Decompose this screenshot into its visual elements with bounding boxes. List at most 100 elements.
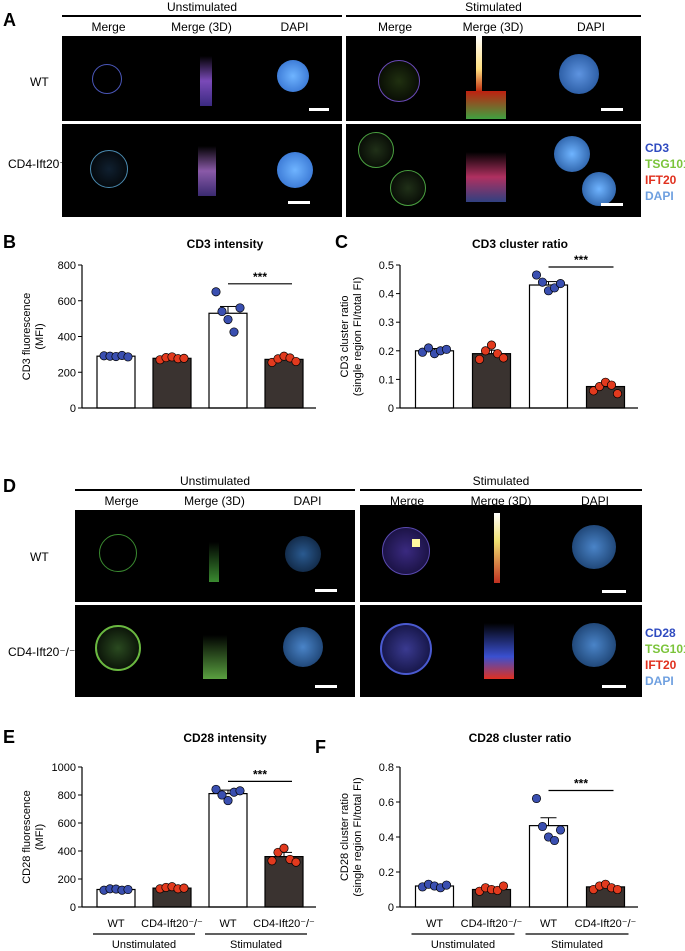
data-point [179,353,189,363]
significance-label: *** [253,270,267,284]
data-point [229,327,239,337]
data-point [267,856,277,866]
data-point [555,279,566,289]
group-label: Unstimulated [431,939,495,951]
panel-d-stim-col-merge: Merge [389,494,424,508]
bar [264,358,304,409]
data-point [486,340,497,350]
panel-d-col-dapi: DAPI [293,494,322,508]
y-axis-label: (MFI) [34,323,46,349]
y-axis-label: CD3 cluster ratio [339,296,351,378]
bar [208,312,248,409]
legend-dapi: DAPI [645,674,674,688]
legend-ift20: IFT20 [645,173,677,187]
data-point [480,346,491,356]
panel-a-letter: A [3,10,16,30]
panel-a-col-dapi: DAPI [280,20,309,34]
panel-d-micrograph-stim-ko [360,605,642,697]
panel-d-micrograph-unstim-ko [75,605,355,697]
panel-d-letter: D [3,476,16,496]
chart-c: 0 0.1 0.2 0.3 0.4 0.5 CD3 cluster ratio (single… [339,255,638,415]
x-tick-label: CD4-Ift20⁻/⁻ [575,918,637,930]
y-tick-label: 200 [58,874,76,886]
y-tick-label: 0.4 [379,289,394,301]
data-point [179,883,189,893]
bar [528,284,569,409]
y-axis-label: (MFI) [34,824,46,850]
panel-a-stim-header: Stimulated [465,0,522,14]
y-tick-label: 200 [58,367,76,379]
data-point [474,354,485,364]
y-tick-label: 0.4 [379,832,394,844]
chart-c-title: CD3 cluster ratio [471,237,569,251]
panel-d-col-merge3d: Merge (3D) [184,494,245,508]
data-point [123,884,133,895]
y-tick-label: 0.5 [379,260,394,272]
x-tick-label: WT [540,918,557,930]
legend-dapi: DAPI [645,189,674,203]
panel-d-legend: CD28 TSG101 IFT20 DAPI [645,625,685,689]
y-tick-label: 0 [388,902,394,914]
data-point [223,314,233,325]
panel-d-unstim-rule [75,489,355,491]
y-tick-label: 1000 [52,762,76,774]
y-tick-label: 0.3 [379,317,394,329]
y-tick-label: 0.2 [379,346,394,358]
data-point [223,796,233,806]
panel-a-legend: CD3 TSG101 IFT20 DAPI [645,140,685,204]
panel-f-letter: F [315,737,326,757]
panel-d-row-wt: WT [30,550,49,564]
panel-a-unstim-header: Unstimulated [166,0,238,14]
y-tick-label: 0.1 [379,374,394,386]
x-tick-label: WT [219,918,236,930]
chart-b-title: CD3 intensity [186,237,264,251]
data-point [291,857,301,867]
panel-a-col-merge3d: Merge (3D) [171,20,232,34]
bar [96,355,136,409]
y-tick-label: 600 [58,818,76,830]
data-point [279,843,289,853]
data-point [423,343,434,353]
data-point [235,303,245,313]
chart-e: 0 200 400 600 800 1000 CD28 fluorescence (MFI) W… [21,762,316,951]
chart-f-title: CD28 cluster ratio [468,731,572,745]
panel-d-stim-col-merge3d: Merge (3D) [470,494,532,508]
legend-cd28: CD28 [645,626,676,640]
y-tick-label: 0 [388,403,394,415]
y-tick-label: 0 [70,403,76,415]
data-point [555,825,566,835]
data-point [291,356,301,367]
panel-a-stim-col-merge: Merge [377,20,412,34]
legend-ift20: IFT20 [645,658,677,672]
data-point [441,880,452,890]
panel-a-micrograph-stim-wt [346,36,641,121]
x-tick-label: CD4-Ift20⁻/⁻ [253,918,315,930]
y-tick-label: 0 [70,902,76,914]
panel-a-stim-col-dapi: DAPI [576,20,605,34]
scale-bar [602,590,626,593]
data-point [612,389,623,399]
data-point [537,821,548,832]
panel-d-row-ko: CD4-Ift20⁻/⁻ [8,645,76,659]
chart-f: 0 0.2 0.4 0.6 0.8 CD28 cluster ratio (single r… [339,762,638,951]
data-point [612,884,623,895]
panel-a-unstim-rule [62,15,342,17]
data-point [531,793,542,804]
data-point [498,353,509,363]
panel-a-row-ko: CD4-Ift20⁻/⁻ [8,157,76,171]
group-label: Stimulated [551,939,603,951]
x-tick-label: WT [426,918,443,930]
data-point [537,277,548,287]
data-point [606,380,617,390]
x-tick-label: CD4-Ift20⁻/⁻ [461,918,523,930]
panel-a-micrograph-unstim-ko [62,124,342,217]
bar [208,792,248,908]
panel-a-col-merge: Merge [91,20,126,34]
scale-bar [601,108,623,111]
y-axis-label: (single region FI/total FI) [352,777,364,896]
panel-c-letter: C [335,232,348,252]
x-tick-label: CD4-Ift20⁻/⁻ [141,918,203,930]
data-point [235,786,245,796]
panel-a-micrograph-stim-ko [346,124,641,217]
